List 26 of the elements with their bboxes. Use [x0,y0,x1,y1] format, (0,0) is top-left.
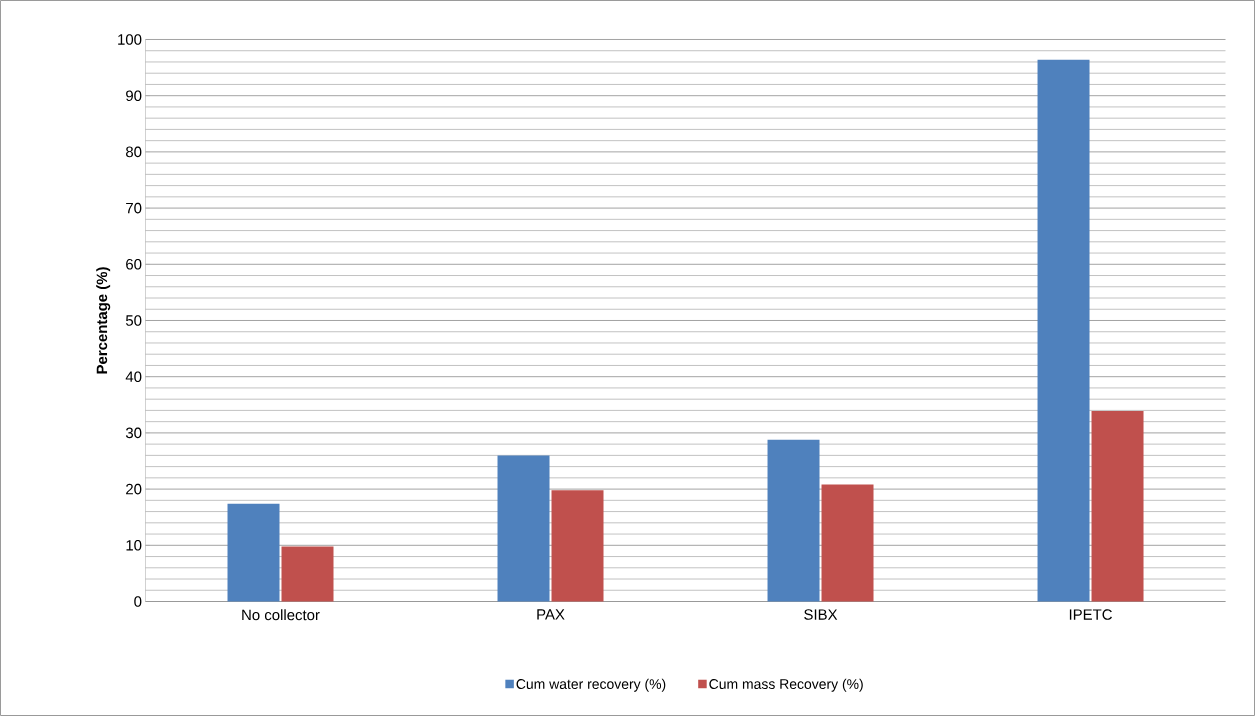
y-tick-label: 100 [118,34,142,45]
y-tick-label: 70 [126,202,142,214]
y-tick-label: 0 [134,596,142,607]
y-tick-label: 50 [125,315,142,326]
bar [1037,59,1090,602]
y-tick-label: 20 [126,483,142,495]
y-tick-label: 80 [126,146,142,158]
bar [281,546,334,602]
x-tick-label: No collector [242,609,320,621]
y-tick-label: 90 [126,90,142,101]
bar [551,490,604,602]
bar [767,439,820,602]
bar [227,503,280,602]
legend-label: Cum water recovery (%) [516,678,666,692]
y-tick-label: 10 [126,540,142,551]
x-tick-label: SIBX [804,609,838,620]
bar [1091,410,1144,602]
x-tick-label: PAX [537,609,565,620]
x-tick-label: IPETC [1069,609,1112,620]
bar [497,455,550,602]
bar [821,484,874,602]
y-tick-label: 30 [125,427,142,439]
y-tick-label: 40 [125,371,142,382]
y-axis-title: Percentage (%) [96,267,111,374]
y-tick-label: 60 [126,259,142,270]
legend-label: Cum mass Recovery (%) [709,678,863,692]
